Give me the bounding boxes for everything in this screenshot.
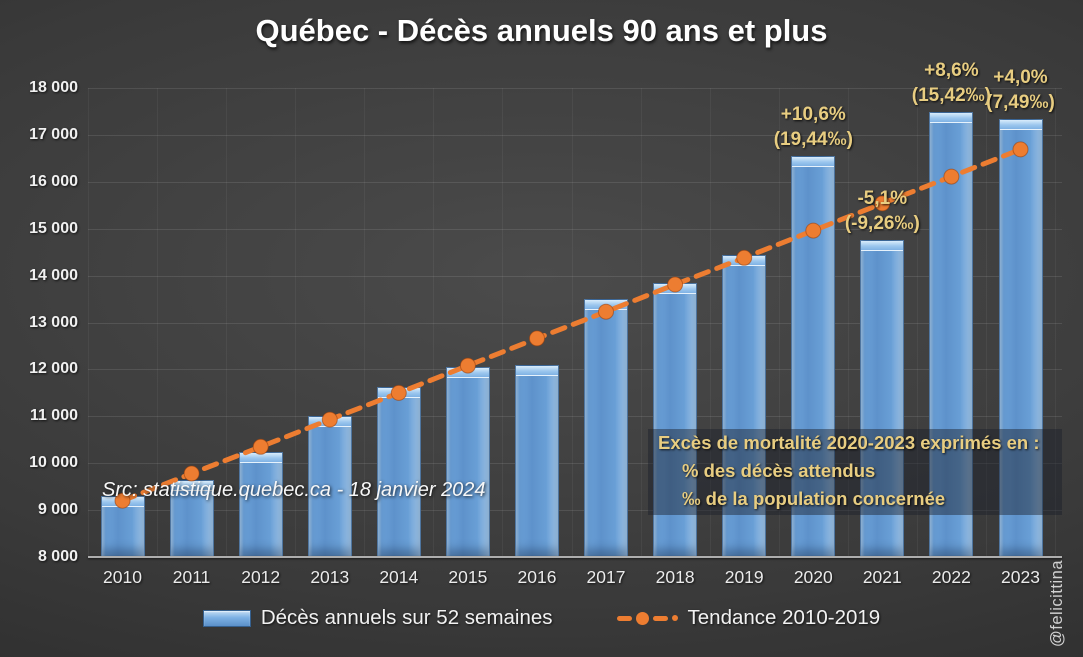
trend-dash-icon: [652, 615, 668, 621]
gridline: [88, 416, 1062, 418]
gridline: [88, 134, 1062, 136]
y-axis-label: 14 000: [29, 266, 78, 284]
y-axis-label: 10 000: [29, 454, 78, 472]
annotation-pct: +8,6%: [924, 59, 979, 81]
x-axis-label-2019: 2019: [724, 567, 764, 587]
y-axis-label: 11 000: [29, 407, 78, 425]
y-axis-label: 8 000: [37, 548, 78, 565]
x-axis-label-2014: 2014: [379, 567, 419, 587]
x-axis-label-2011: 2011: [172, 567, 211, 587]
annotation-permille: (15,42‰): [911, 84, 991, 106]
trend-point-2016: [529, 330, 545, 347]
annotation-pct: +4,0%: [993, 66, 1048, 88]
excess-note-line-3: ‰ de la population concernée: [682, 488, 946, 509]
x-axis-label-2010: 2010: [103, 567, 142, 587]
y-axis-label: 18 000: [29, 79, 78, 96]
x-axis-label-2013: 2013: [310, 567, 350, 587]
annotation-permille: (-9,26‰): [844, 213, 920, 235]
annotation-2023: +4,0% (7,49‰): [986, 65, 1055, 115]
annotation-2020: +10,6% (19,44‰): [774, 102, 853, 152]
x-axis-label-2017: 2017: [586, 567, 626, 587]
legend-item-trend: Tendance 2010-2019: [616, 606, 881, 630]
y-axis-label: 13 000: [29, 313, 78, 331]
x-axis-label-2021: 2021: [862, 567, 902, 587]
bar-2012: [238, 451, 283, 557]
gridline: [88, 322, 1062, 324]
x-axis-line: [88, 556, 1062, 558]
gridline-vertical: [502, 88, 504, 556]
chart-title: Québec - Décès annuels 90 ans et plus: [255, 13, 828, 48]
y-axis-label: 12 000: [29, 360, 78, 378]
gridline-vertical: [1055, 88, 1056, 556]
bar-2010: [100, 496, 145, 557]
x-axis-label-2020: 2020: [793, 567, 833, 587]
excess-note-line-2: % des décès attendus: [682, 460, 876, 481]
excess-mortality-note: Excès de mortalité 2020-2023 exprimés en…: [648, 429, 1062, 515]
gridline: [88, 88, 1062, 89]
bar-2014: [376, 387, 421, 557]
annotation-2021: -5,1% (-9,26‰): [845, 186, 920, 236]
annotation-permille: (7,49‰): [986, 91, 1055, 113]
trend-dash-icon: [616, 615, 632, 621]
y-axis-label: 17 000: [29, 125, 78, 143]
source-note: Src: statistique.quebec.ca - 18 janvier …: [102, 479, 486, 501]
y-axis-label: 16 000: [29, 172, 78, 190]
bar-2016: [515, 364, 559, 557]
x-axis-label-2023: 2023: [1001, 567, 1040, 587]
x-axis-label-2012: 2012: [241, 567, 281, 587]
excess-note-line-1: Excès de mortalité 2020-2023 exprimés en…: [658, 432, 1040, 453]
bar-2015: [445, 367, 490, 557]
x-axis-label-2022: 2022: [931, 567, 971, 587]
annotation-pct: -5,1%: [857, 188, 908, 210]
bar-2017: [584, 299, 628, 557]
trend-series-swatch-icon: [616, 611, 678, 625]
gridline-vertical: [640, 88, 642, 556]
gridline: [88, 275, 1062, 277]
legend-trend-label: Tendance 2010-2019: [687, 606, 881, 629]
x-axis-label-2015: 2015: [448, 567, 488, 587]
bar-series-swatch-icon: [202, 609, 251, 627]
gridline-vertical: [571, 88, 573, 556]
legend-item-bars: Décès annuels sur 52 semaines: [202, 606, 553, 630]
annotation-2022: +8,6% (15,42‰): [912, 58, 991, 108]
gridline: [88, 181, 1062, 183]
trend-small-dot-icon: [671, 615, 678, 621]
gridline: [88, 510, 1062, 512]
legend: Décès annuels sur 52 semaines Tendance 2…: [0, 606, 1083, 630]
y-axis-label: 9 000: [37, 501, 78, 519]
x-axis-label-2016: 2016: [517, 567, 557, 587]
y-axis-label: 15 000: [29, 219, 78, 237]
bar-2018: [653, 282, 698, 557]
gridline: [88, 369, 1062, 371]
watermark: @felicittina: [1048, 560, 1066, 647]
gridline-vertical: [88, 88, 89, 556]
trend-dot-icon: [635, 611, 649, 625]
legend-bars-label: Décès annuels sur 52 semaines: [260, 606, 553, 629]
annotation-pct: +10,6%: [780, 104, 846, 125]
annotation-permille: (19,44‰): [773, 129, 853, 150]
x-axis-label-2018: 2018: [655, 567, 695, 587]
